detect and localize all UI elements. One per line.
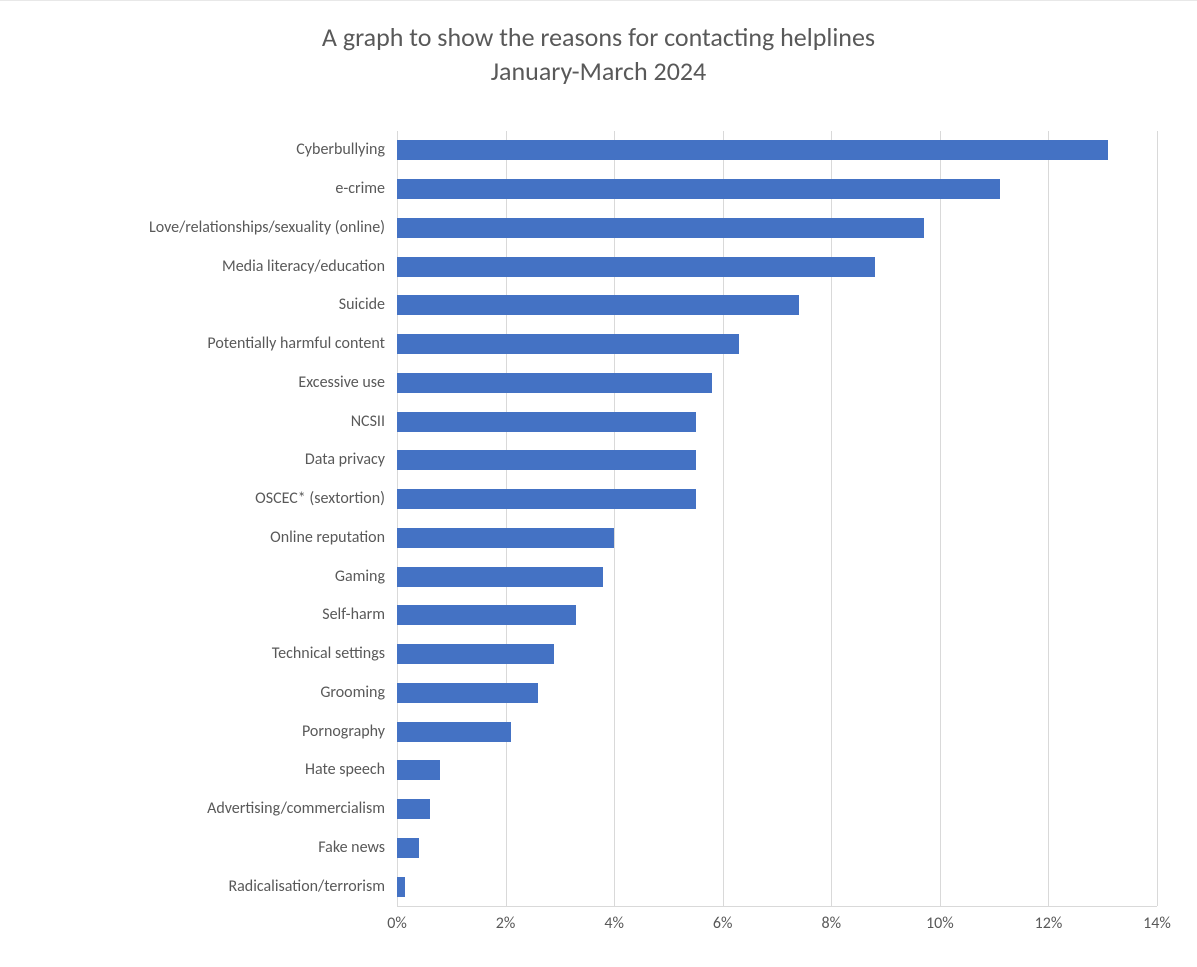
bar	[397, 722, 511, 742]
x-axis-tick: 4%	[604, 914, 624, 933]
bar	[397, 644, 554, 664]
gridline	[831, 131, 832, 906]
y-axis-label: Advertising/commercialism	[207, 799, 385, 818]
y-axis-label: Technical settings	[272, 644, 385, 663]
bar	[397, 295, 799, 315]
y-axis-label: Hate speech	[305, 760, 385, 779]
x-axis-tick: 2%	[496, 914, 516, 933]
gridline	[614, 131, 615, 906]
bar	[397, 450, 696, 470]
x-axis-tick: 6%	[713, 914, 733, 933]
bar	[397, 257, 875, 277]
x-axis-tick: 10%	[926, 914, 954, 933]
bar	[397, 838, 419, 858]
chart-title-line1: A graph to show the reasons for contacti…	[0, 21, 1197, 55]
y-axis-label: Data privacy	[305, 450, 385, 469]
y-axis-label: Potentially harmful content	[207, 334, 385, 353]
bar	[397, 412, 696, 432]
gridline	[397, 131, 398, 906]
y-axis-label: Grooming	[320, 683, 385, 702]
y-axis-label: Media literacy/education	[222, 257, 385, 276]
y-axis-label: OSCEC* (sextortion)	[255, 489, 385, 508]
y-axis-label: Love/relationships/sexuality (online)	[149, 218, 385, 237]
x-axis-tick: 14%	[1143, 914, 1171, 933]
bar	[397, 334, 739, 354]
y-axis-label: Radicalisation/terrorism	[228, 877, 385, 896]
y-axis-label: Pornography	[302, 722, 385, 741]
y-axis-label: Fake news	[318, 838, 385, 857]
x-axis-tick: 0%	[387, 914, 407, 933]
y-axis-label: e-crime	[335, 179, 385, 198]
chart-container: A graph to show the reasons for contacti…	[0, 0, 1197, 967]
chart-title-line2: January-March 2024	[0, 55, 1197, 89]
y-axis-label: Self-harm	[322, 605, 385, 624]
y-axis-label: NCSII	[351, 412, 385, 431]
chart-title: A graph to show the reasons for contacti…	[0, 1, 1197, 89]
gridline	[1048, 131, 1049, 906]
gridline	[506, 131, 507, 906]
gridline	[940, 131, 941, 906]
x-axis-tick: 8%	[822, 914, 842, 933]
bar	[397, 567, 603, 587]
x-axis	[397, 906, 1157, 907]
y-axis-label: Cyberbullying	[296, 140, 385, 159]
y-axis-label: Gaming	[335, 567, 385, 586]
bar	[397, 528, 614, 548]
y-axis-label: Suicide	[339, 295, 385, 314]
bar	[397, 605, 576, 625]
bar	[397, 683, 538, 703]
bar	[397, 877, 405, 897]
y-axis-label: Excessive use	[298, 373, 385, 392]
gridline	[723, 131, 724, 906]
bar	[397, 489, 696, 509]
plot-area: Cyberbullyinge-crimeLove/relationships/s…	[397, 131, 1157, 906]
gridline	[1157, 131, 1158, 906]
bar	[397, 373, 712, 393]
bar	[397, 179, 1000, 199]
y-axis-label: Online reputation	[270, 528, 385, 547]
bar	[397, 799, 430, 819]
bar	[397, 140, 1108, 160]
bar	[397, 218, 924, 238]
bar	[397, 760, 440, 780]
x-axis-tick: 12%	[1035, 914, 1063, 933]
